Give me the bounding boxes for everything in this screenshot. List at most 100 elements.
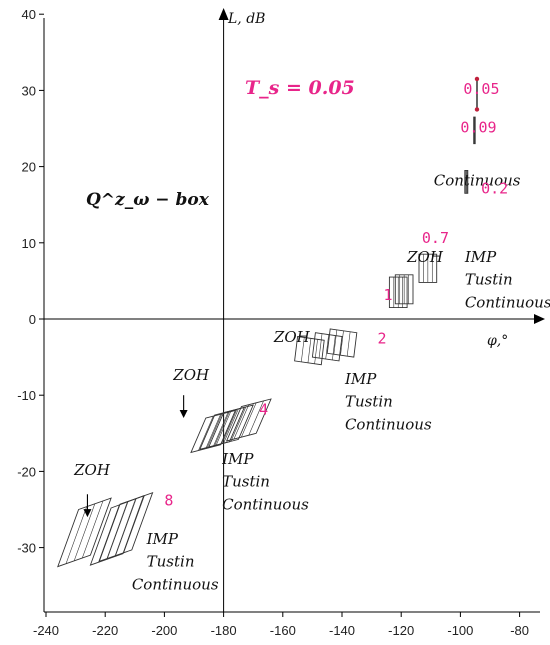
template-hatch-line — [248, 400, 264, 436]
y-tick-label: -10 — [17, 388, 36, 403]
template-hatch-line — [314, 339, 318, 364]
chart-annotations: T_s = 0.05 Q^z_ω − box L, dB φ,° 0.05 0.0… — [73, 11, 550, 594]
template-group-0-09 — [473, 116, 476, 145]
template-group-1 — [388, 274, 414, 309]
chart-axes: -240 -220 -200 -180 -160 -140 -120 -100 -8040302… — [17, 7, 545, 638]
template-group-0-05 — [476, 78, 478, 110]
template-hatch-line — [325, 334, 329, 360]
template-hatch-line — [230, 406, 247, 442]
template-hatch-line — [301, 337, 305, 362]
discretization-label: Tustin — [222, 473, 270, 491]
template-hatch-line — [107, 501, 129, 559]
template-hatch-line — [340, 330, 344, 356]
vertical-axis-arrow — [218, 8, 229, 20]
horizontal-axis-arrow — [534, 314, 545, 324]
template-polygon — [98, 491, 154, 563]
pointer-arrow-head — [83, 509, 92, 518]
x-tick-label: -220 — [92, 623, 118, 638]
template-hatch-line — [223, 408, 239, 444]
discretization-label: IMP — [344, 370, 377, 388]
frequency-label: 0.7 — [422, 229, 449, 247]
frequency-label: 0.09 — [460, 118, 496, 136]
y-axis-label: L, dB — [227, 11, 265, 27]
y-tick-label: 0 — [29, 312, 36, 327]
x-tick-label: -180 — [211, 623, 237, 638]
discretization-label: Tustin — [465, 271, 513, 289]
template-hatch-line — [318, 333, 323, 359]
template-end-marker — [474, 76, 480, 82]
template-hatch-line — [207, 412, 223, 448]
frequency-label: 1 — [383, 286, 392, 304]
template-polygon — [190, 409, 237, 454]
sampling-time-label: T_s = 0.05 — [245, 77, 355, 99]
template-hatch-line — [198, 416, 214, 451]
template-group-4 — [190, 398, 272, 454]
discretization-label: Tustin — [345, 393, 393, 411]
frequency-label: 0.05 — [463, 80, 499, 98]
template-group-0-2 — [464, 169, 469, 194]
template-hatch-line — [106, 501, 128, 560]
y-tick-label: 40 — [22, 7, 36, 22]
template-hatch-line — [332, 335, 336, 360]
template-hatch-line — [346, 331, 351, 357]
discretization-label: Continuous — [132, 576, 219, 594]
discretization-label: Continuous — [222, 496, 309, 514]
x-tick-label: -120 — [388, 623, 414, 638]
uncertainty-templates — [57, 76, 480, 568]
x-axis-label: φ,° — [487, 333, 508, 349]
discretization-label: Continuous — [434, 172, 521, 190]
x-tick-label: -240 — [33, 623, 59, 638]
template-polygon — [311, 332, 343, 362]
y-tick-label: -20 — [17, 464, 36, 479]
discretization-label: ZOH — [73, 461, 111, 479]
template-group-8 — [57, 491, 154, 568]
template-polygon — [388, 276, 408, 309]
pointer-arrow-head — [179, 410, 188, 419]
template-hatch-line — [205, 414, 221, 449]
discretization-label: IMP — [221, 450, 254, 468]
y-tick-label: -30 — [17, 541, 36, 556]
template-hatch-line — [73, 503, 96, 562]
template-hatch-line — [214, 411, 230, 446]
template-polygon — [326, 328, 358, 358]
x-tick-label: -200 — [151, 623, 177, 638]
template-polygon — [464, 169, 469, 194]
template-hatch-line — [307, 338, 312, 363]
template-hatch-line — [215, 410, 232, 446]
frequency-label: 0.2 — [481, 179, 508, 197]
x-tick-label: -160 — [270, 623, 296, 638]
discretization-label: ZOH — [406, 248, 444, 266]
discretization-label: IMP — [464, 248, 497, 266]
y-tick-label: 30 — [22, 83, 36, 98]
frequency-label: 2 — [378, 329, 387, 347]
template-polygon — [418, 253, 438, 283]
frequency-label: 8 — [164, 492, 173, 510]
x-tick-label: -100 — [447, 623, 473, 638]
y-tick-label: 20 — [22, 160, 36, 175]
template-hatch-line — [233, 404, 250, 440]
discretization-label: ZOH — [273, 328, 311, 346]
discretization-label: Continuous — [465, 294, 550, 312]
template-polygon — [225, 398, 272, 442]
discretization-label: Tustin — [147, 553, 195, 571]
x-tick-label: -140 — [329, 623, 355, 638]
template-polygon — [199, 406, 246, 450]
template-hatch-line — [212, 412, 229, 447]
discretization-label: ZOH — [172, 366, 210, 384]
template-polygon — [294, 335, 325, 366]
template-polygon — [57, 497, 112, 568]
template-hatch-line — [221, 409, 238, 444]
template-end-marker — [474, 107, 480, 112]
template-hatch-line — [65, 506, 87, 564]
x-tick-label: -80 — [510, 623, 529, 638]
template-hatch-line — [81, 500, 104, 559]
y-tick-label: 10 — [22, 236, 36, 251]
template-group-2 — [294, 328, 358, 366]
discretization-label: Continuous — [345, 415, 432, 433]
frequency-label: 4 — [259, 400, 268, 418]
template-hatch-line — [115, 498, 137, 556]
discretization-label: IMP — [146, 530, 179, 548]
template-group-0-7 — [418, 253, 438, 283]
template-hatch-line — [333, 329, 338, 355]
